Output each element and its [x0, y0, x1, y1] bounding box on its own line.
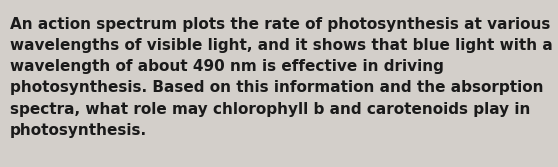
Text: An action spectrum plots the rate of photosynthesis at various
wavelengths of vi: An action spectrum plots the rate of pho…: [10, 17, 553, 138]
